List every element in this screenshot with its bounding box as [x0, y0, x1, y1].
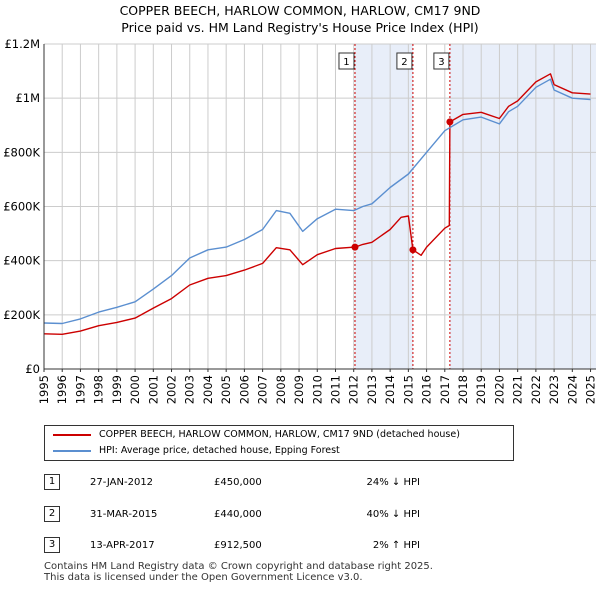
transaction-price: £450,000 [214, 477, 262, 488]
x-tick-label: 2025 [584, 375, 598, 404]
sale-number-box [338, 52, 355, 70]
x-tick-label: 2015 [401, 375, 415, 404]
transaction-marker: 3 [44, 537, 60, 553]
x-tick-label: 2002 [165, 375, 179, 404]
x-tick-label: 2006 [237, 375, 251, 404]
x-tick-label: 1997 [73, 375, 87, 404]
price-paid-line [43, 73, 591, 335]
legend: COPPER BEECH, HARLOW COMMON, HARLOW, CM1… [44, 425, 514, 461]
legend-property-label: COPPER BEECH, HARLOW COMMON, HARLOW, CM1… [99, 429, 460, 440]
x-tick-label: 2024 [565, 375, 579, 404]
sale-point [409, 246, 417, 254]
y-tick-label: £600K [3, 200, 40, 214]
transaction-date: 27-JAN-2012 [90, 477, 154, 488]
sale-number-box [433, 52, 450, 70]
transaction-price: £912,500 [214, 540, 262, 551]
transaction-marker: 1 [44, 474, 60, 490]
x-tick-label: 2021 [511, 375, 525, 404]
y-tick-label: £1M [15, 91, 40, 105]
x-tick-label: 2018 [456, 375, 470, 404]
x-tick-label: 1996 [55, 375, 69, 404]
price-chart: 1 2 3 £0 £200K £400K £600K £800K £1M £1.2M 1995 199… [3, 37, 598, 404]
legend-property-swatch [53, 433, 91, 436]
footer-line-2: This data is licensed under the Open Gov… [44, 572, 363, 583]
x-tick-label: 2008 [274, 375, 288, 404]
sale-number-box [396, 52, 413, 70]
title-line-2: Price paid vs. HM Land Registry's House … [121, 20, 479, 35]
transaction-date: 31-MAR-2015 [90, 509, 158, 520]
x-tick-label: 2009 [292, 375, 306, 404]
sale-number-label: 2 [401, 57, 407, 68]
y-tick-label: £0 [25, 362, 40, 376]
x-tick-label: 1995 [37, 375, 51, 404]
transaction-hpi: 2% ↑ HPI [372, 540, 420, 551]
x-tick-label: 2014 [383, 375, 397, 404]
transaction-price: £440,000 [214, 509, 262, 520]
transaction-date: 13-APR-2017 [90, 540, 155, 551]
x-tick-label: 2011 [328, 375, 342, 404]
footer-line-1: Contains HM Land Registry data © Crown c… [44, 561, 433, 572]
x-tick-label: 2005 [219, 375, 233, 404]
x-tick-label: 2022 [529, 375, 543, 404]
x-tick-label: 2016 [420, 375, 434, 404]
legend-hpi-label: HPI: Average price, detached house, Eppi… [99, 445, 340, 456]
chart-title: COPPER BEECH, HARLOW COMMON, HARLOW, CM1… [0, 2, 600, 36]
x-tick-label: 2010 [310, 375, 324, 404]
sale-point [446, 118, 454, 126]
title-line-1: COPPER BEECH, HARLOW COMMON, HARLOW, CM1… [119, 3, 481, 18]
sale-number-label: 1 [343, 57, 349, 68]
x-tick-label: 2012 [347, 375, 361, 404]
x-tick-label: 1998 [92, 375, 106, 404]
hpi-line [43, 78, 591, 325]
y-tick-label: £800K [3, 145, 40, 159]
sale-point [351, 243, 359, 251]
x-tick-label: 2013 [365, 375, 379, 404]
y-tick-label: £200K [3, 308, 40, 322]
x-tick-label: 2023 [547, 375, 561, 404]
legend-property: COPPER BEECH, HARLOW COMMON, HARLOW, CM1… [53, 427, 460, 443]
transaction-marker: 2 [44, 506, 60, 522]
legend-hpi: HPI: Average price, detached house, Eppi… [53, 443, 340, 459]
x-tick-label: 2007 [256, 375, 270, 404]
footer: Contains HM Land Registry data © Crown c… [44, 561, 433, 583]
x-tick-label: 2004 [201, 375, 215, 404]
x-tick-label: 2000 [128, 375, 142, 404]
x-tick-label: 2019 [474, 375, 488, 404]
x-tick-label: 2003 [183, 375, 197, 404]
x-tick-label: 2017 [438, 375, 452, 404]
x-tick-label: 2001 [146, 375, 160, 404]
y-tick-label: £1.2M [4, 37, 40, 51]
x-tick-label: 1999 [110, 375, 124, 404]
transaction-hpi: 24% ↓ HPI [366, 477, 420, 488]
y-tick-label: £400K [3, 254, 40, 268]
x-tick-label: 2020 [492, 375, 506, 404]
transaction-hpi: 40% ↓ HPI [366, 509, 420, 520]
sale-number-label: 3 [438, 57, 444, 68]
legend-hpi-swatch [53, 449, 91, 452]
